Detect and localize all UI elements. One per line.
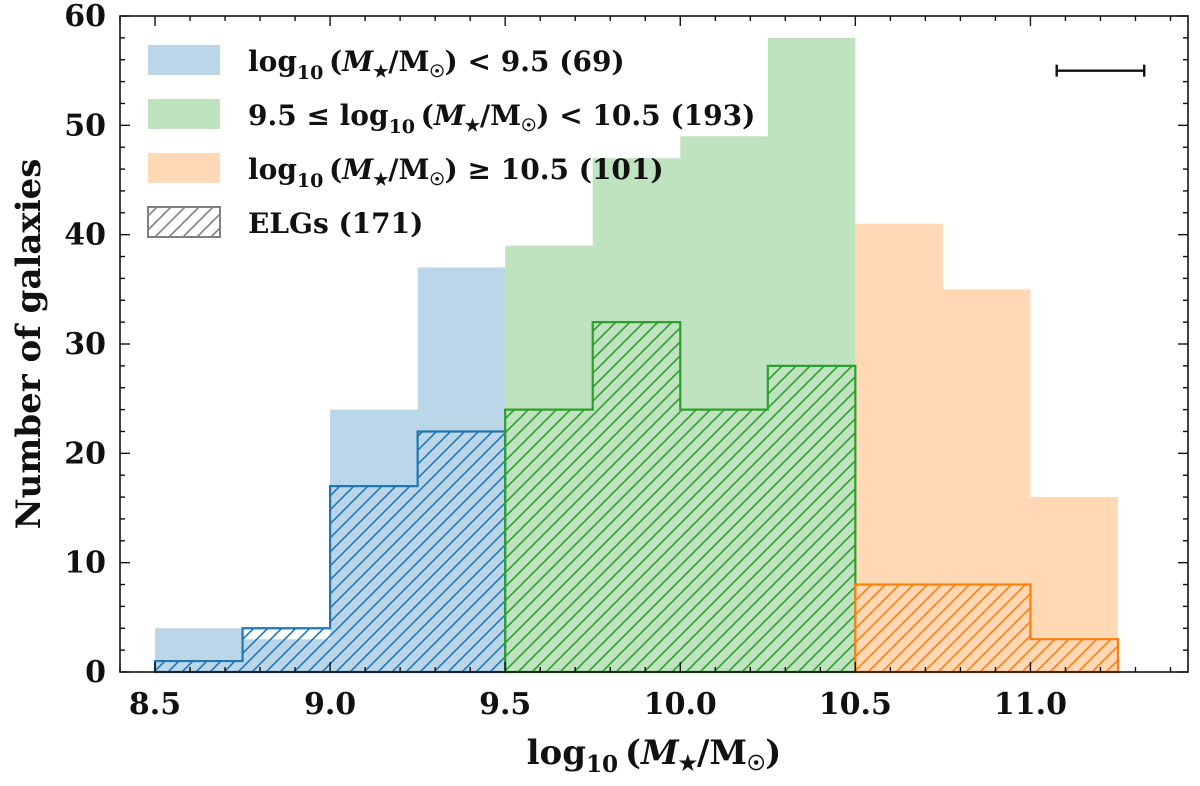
legend-swatch-1 <box>148 99 220 129</box>
x-tick-label: 9.0 <box>304 687 356 722</box>
x-tick-label: 8.5 <box>129 687 181 722</box>
bar-elg-0-0 <box>155 661 243 672</box>
y-tick-label: 30 <box>64 327 106 362</box>
bar-elg-2-2 <box>1030 639 1118 672</box>
legend-label-1: 9.5 ≤ log10 (M★/M☉) < 10.5 (193) <box>248 99 755 138</box>
y-tick-label: 50 <box>64 108 106 143</box>
x-tick-label: 11.0 <box>994 687 1067 722</box>
y-tick-label: 0 <box>85 655 106 690</box>
legend-label-3: ELGs (171) <box>248 207 423 240</box>
legend-swatch-2 <box>148 153 220 183</box>
bar-elg-1-1 <box>592 322 681 672</box>
elg-outline-2 <box>854 583 1120 674</box>
bar-elg-0-1 <box>242 628 331 672</box>
y-axis-title: Number of galaxies <box>9 159 49 530</box>
legend-swatch-0 <box>148 45 220 75</box>
legend-swatch-elg <box>147 206 221 238</box>
x-axis-title: log10 (M★/M☉) <box>527 733 782 778</box>
x-tick-label: 9.5 <box>479 687 531 722</box>
y-tick-label: 20 <box>64 436 106 471</box>
bar-elg-0-3 <box>417 431 506 672</box>
bar-elg-2-0 <box>855 584 943 672</box>
y-tick-label: 60 <box>64 0 106 34</box>
bar-elg-1-0 <box>505 409 593 672</box>
elg-outline-1 <box>504 321 857 674</box>
bar-elg-1-2 <box>680 409 768 672</box>
bar-elg-1-3 <box>767 365 856 672</box>
legend-label-2: log10 (M★/M☉) ≥ 10.5 (101) <box>248 153 664 192</box>
bar-elg-0-2 <box>330 486 418 672</box>
x-tick-label: 10.5 <box>819 687 892 722</box>
x-tick-label: 10.0 <box>644 687 717 722</box>
legend-label-0: log10 (M★/M☉) < 9.5 (69) <box>248 45 625 84</box>
y-tick-label: 10 <box>64 546 106 581</box>
y-tick-label: 40 <box>64 218 106 253</box>
bar-elg-2-1 <box>942 584 1031 672</box>
